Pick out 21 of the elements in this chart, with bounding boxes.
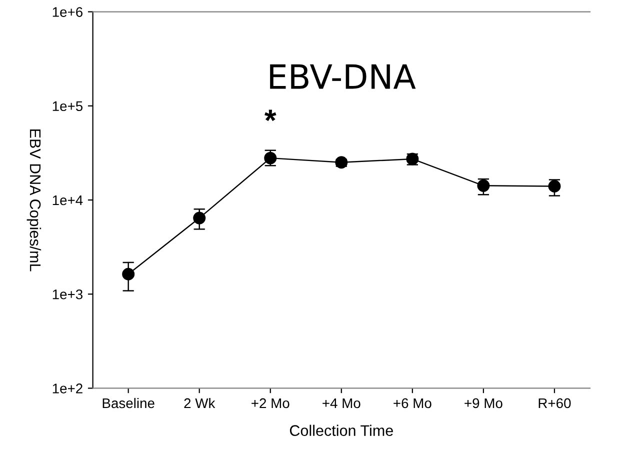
y-tick-label: 1e+6 xyxy=(52,7,82,17)
point xyxy=(548,180,561,192)
y-axis-title: EBV DNA Copies/mL xyxy=(26,130,42,272)
x-tick-label: +9 Mo xyxy=(464,398,502,408)
x-tick-label: Baseline xyxy=(102,398,154,408)
x-tick-label: R+60 xyxy=(538,398,571,408)
x-tick-label: +4 Mo xyxy=(322,398,360,408)
y-tick-label: 1e+4 xyxy=(52,195,83,206)
text: EBV-DNA xyxy=(270,64,416,89)
x-tick-label: +6 Mo xyxy=(394,398,432,408)
point xyxy=(122,268,135,280)
x-tick-label: 2 Wk xyxy=(184,398,216,408)
y-tick-label: 1e+5 xyxy=(52,101,83,112)
x-tick-label: +2 Mo xyxy=(252,398,290,408)
point xyxy=(477,179,490,192)
x-axis-title: Collection Time xyxy=(290,424,393,436)
point xyxy=(193,212,206,224)
point xyxy=(335,156,348,169)
y-tick-label: 1e+2 xyxy=(52,384,82,394)
y-tick-label: 1e+3 xyxy=(52,289,82,300)
annotation: * xyxy=(264,110,276,122)
